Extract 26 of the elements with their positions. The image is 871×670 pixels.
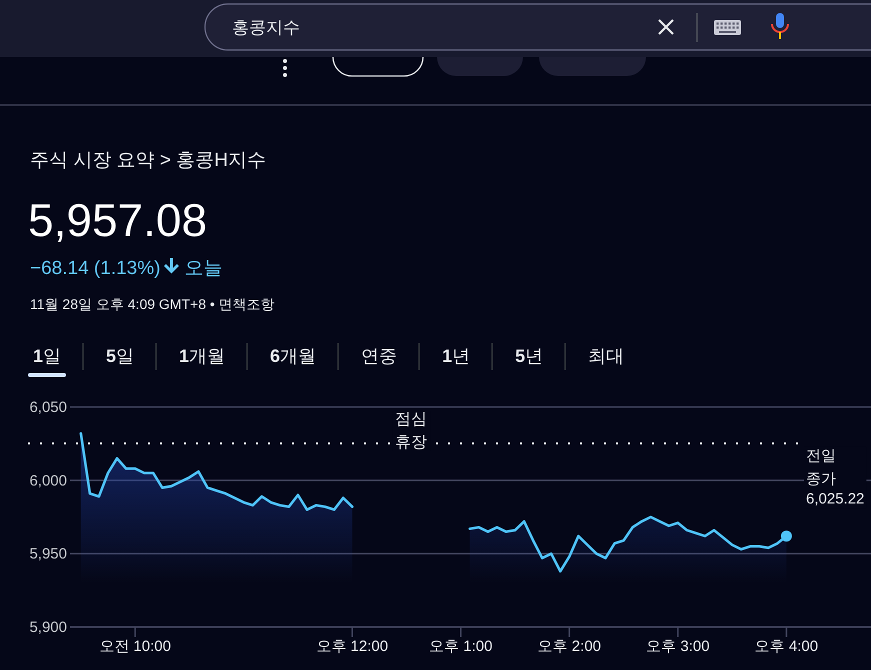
x-tick-label: 오후 2:00 [538,638,602,655]
y-tick-label: 6,050 [29,399,67,416]
tab-label: 6개월 [270,346,316,366]
y-tick-label: 5,950 [29,546,67,563]
y-tick-label: 6,000 [29,472,67,490]
price: 5,957.08 [28,194,208,246]
x-tick-label: 오후 4:00 [754,638,818,655]
tab-label: 최대 [588,346,624,366]
period: 오늘 [184,258,222,279]
search-query: 홍콩지수 [232,18,300,37]
tab-label: 5일 [106,346,134,366]
timestamp: 11월 28일 오후 4:09 GMT+8 • 면책조항 [30,296,275,312]
x-tick-label: 오후 3:00 [646,638,710,655]
x-tick-label: 오후 1:00 [429,638,492,655]
reference-line-label: 전일 종가 6,025.22 [806,447,864,508]
tab-label: 1년 [442,346,470,366]
change: −68.14 (1.13%) [30,258,160,279]
tab-label: 1개월 [179,346,226,366]
y-tick-label: 5,900 [29,619,67,636]
tab-label: 연중 [361,346,398,366]
tab-label: 5년 [515,346,544,366]
x-tick-label: 오전 10:00 [99,638,171,655]
annotation: 점심 휴장 [395,411,428,451]
x-tick-label: 오후 12:00 [316,638,388,655]
tab-label: 1일 [33,346,62,366]
title: 주식 시장 요약 > 홍콩H지수 [30,150,266,171]
